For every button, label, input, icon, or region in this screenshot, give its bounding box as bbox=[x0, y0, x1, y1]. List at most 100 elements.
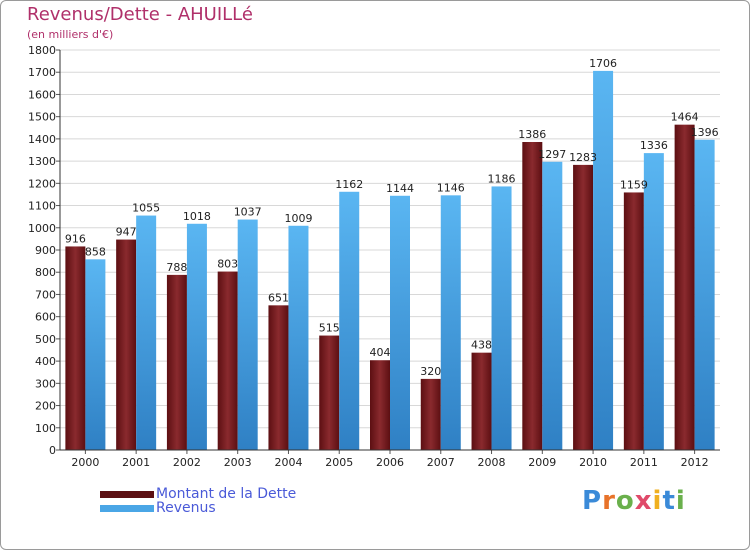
x-tick-label: 2003 bbox=[224, 456, 252, 469]
y-tick-label: 1300 bbox=[28, 155, 56, 168]
logo-letter: o bbox=[615, 486, 635, 516]
revenus-bar bbox=[186, 223, 207, 450]
y-tick-label: 1500 bbox=[28, 111, 56, 124]
revenus-value-label: 1297 bbox=[538, 148, 566, 161]
dette-bar bbox=[674, 124, 695, 451]
dette-bar bbox=[623, 192, 644, 450]
dette-bar bbox=[370, 360, 390, 450]
dette-value-label: 404 bbox=[370, 346, 391, 359]
x-tick-label: 2006 bbox=[376, 456, 404, 469]
revenus-value-label: 858 bbox=[85, 245, 106, 258]
revenus-bar bbox=[593, 70, 614, 450]
y-tick-label: 100 bbox=[35, 422, 56, 435]
y-tick-label: 1400 bbox=[28, 133, 56, 146]
revenus-value-label: 1037 bbox=[234, 206, 262, 219]
y-tick-label: 1200 bbox=[28, 177, 56, 190]
revenus-bar bbox=[288, 225, 309, 450]
revenus-bar bbox=[85, 259, 106, 450]
logo-letter: x bbox=[634, 486, 653, 516]
logo-letter: i bbox=[675, 486, 686, 516]
revenus-bar bbox=[694, 139, 715, 450]
revenus-bar bbox=[390, 195, 410, 450]
y-tick-label: 600 bbox=[35, 311, 56, 324]
dette-value-label: 651 bbox=[268, 291, 289, 304]
revenus-bar bbox=[237, 219, 258, 450]
revenus-bar bbox=[542, 161, 563, 450]
y-tick-label: 1600 bbox=[28, 88, 56, 101]
revenus-value-label: 1396 bbox=[691, 126, 719, 139]
dette-bar bbox=[65, 246, 86, 450]
revenus-bar bbox=[136, 215, 157, 450]
revenus-bar bbox=[491, 186, 512, 450]
y-tick-label: 300 bbox=[35, 377, 56, 390]
x-tick-label: 2000 bbox=[71, 456, 99, 469]
dette-value-label: 320 bbox=[420, 365, 441, 378]
y-tick-label: 900 bbox=[35, 244, 56, 257]
dette-value-label: 803 bbox=[217, 258, 238, 271]
x-tick-label: 2002 bbox=[173, 456, 201, 469]
x-tick-label: 2009 bbox=[528, 456, 556, 469]
revenus-bar bbox=[339, 191, 360, 450]
revenus-value-label: 1336 bbox=[640, 139, 668, 152]
dette-value-label: 916 bbox=[65, 232, 86, 245]
dette-bar bbox=[166, 274, 187, 450]
y-tick-label: 1800 bbox=[28, 44, 56, 57]
legend-swatch-dette bbox=[100, 490, 154, 498]
dette-value-label: 1283 bbox=[569, 151, 597, 164]
revenus-value-label: 1186 bbox=[488, 172, 516, 185]
legend-swatch-revenus bbox=[100, 504, 154, 512]
dette-value-label: 1386 bbox=[518, 128, 546, 141]
revenus-value-label: 1144 bbox=[386, 182, 414, 195]
y-tick-label: 1000 bbox=[28, 222, 56, 235]
dette-value-label: 1464 bbox=[671, 111, 699, 124]
legend-label-revenus: Revenus bbox=[156, 500, 216, 516]
chart-title: Revenus/Dette - AHUILLé bbox=[27, 4, 253, 25]
x-tick-label: 2012 bbox=[681, 456, 709, 469]
dette-bar bbox=[471, 352, 492, 450]
dette-value-label: 947 bbox=[116, 226, 137, 239]
chart-subtitle: (en milliers d'€) bbox=[27, 28, 114, 41]
logo-letter: t bbox=[662, 486, 676, 516]
y-tick-label: 700 bbox=[35, 288, 56, 301]
x-tick-label: 2005 bbox=[325, 456, 353, 469]
x-tick-label: 2007 bbox=[427, 456, 455, 469]
revenus-value-label: 1706 bbox=[589, 57, 617, 70]
dette-bar bbox=[522, 142, 543, 450]
y-tick-label: 800 bbox=[35, 266, 56, 279]
proxiti-logo: Proxiti bbox=[582, 486, 686, 516]
dette-bar bbox=[268, 305, 289, 450]
dette-bar bbox=[217, 271, 238, 450]
y-tick-label: 200 bbox=[35, 400, 56, 413]
revenus-value-label: 1018 bbox=[183, 210, 211, 223]
logo-letter: r bbox=[602, 486, 616, 516]
dette-bar bbox=[319, 335, 340, 450]
y-tick-label: 1700 bbox=[28, 66, 56, 79]
logo-letter: P bbox=[582, 486, 603, 516]
x-tick-label: 2008 bbox=[478, 456, 506, 469]
x-tick-label: 2001 bbox=[122, 456, 150, 469]
revenus-value-label: 1009 bbox=[284, 212, 312, 225]
x-tick-label: 2004 bbox=[274, 456, 302, 469]
y-tick-label: 1100 bbox=[28, 200, 56, 213]
dette-value-label: 1159 bbox=[620, 178, 648, 191]
revenus-bar bbox=[440, 195, 461, 450]
logo-letter: i bbox=[652, 486, 663, 516]
revenus-value-label: 1146 bbox=[437, 181, 465, 194]
dette-bar bbox=[573, 164, 594, 450]
legend-item-dette: Montant de la Dette bbox=[100, 486, 296, 502]
y-tick-label: 500 bbox=[35, 333, 56, 346]
y-tick-label: 400 bbox=[35, 355, 56, 368]
dette-value-label: 438 bbox=[471, 339, 492, 352]
legend-label-dette: Montant de la Dette bbox=[156, 486, 297, 502]
dette-value-label: 788 bbox=[166, 261, 187, 274]
revenus-value-label: 1055 bbox=[132, 202, 160, 215]
x-tick-label: 2011 bbox=[630, 456, 658, 469]
dette-bar bbox=[420, 378, 441, 450]
revenus-bar bbox=[643, 153, 664, 450]
dette-bar bbox=[116, 239, 137, 450]
y-tick-label: 0 bbox=[49, 444, 56, 457]
legend-item-revenus: Revenus bbox=[100, 500, 216, 516]
dette-value-label: 515 bbox=[319, 322, 340, 335]
revenus-value-label: 1162 bbox=[335, 178, 363, 191]
